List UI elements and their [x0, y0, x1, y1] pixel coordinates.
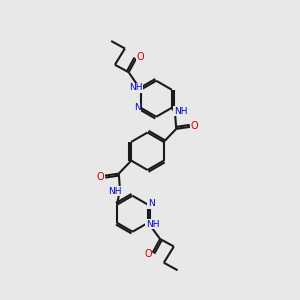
Text: NH: NH	[146, 220, 159, 229]
Text: NH: NH	[108, 187, 121, 196]
Text: O: O	[97, 172, 104, 182]
Text: O: O	[191, 121, 198, 130]
Text: NH: NH	[129, 83, 143, 92]
Text: O: O	[137, 52, 145, 62]
Text: O: O	[144, 249, 152, 259]
Text: N: N	[134, 103, 141, 112]
Text: NH: NH	[174, 107, 187, 116]
Text: N: N	[148, 199, 154, 208]
